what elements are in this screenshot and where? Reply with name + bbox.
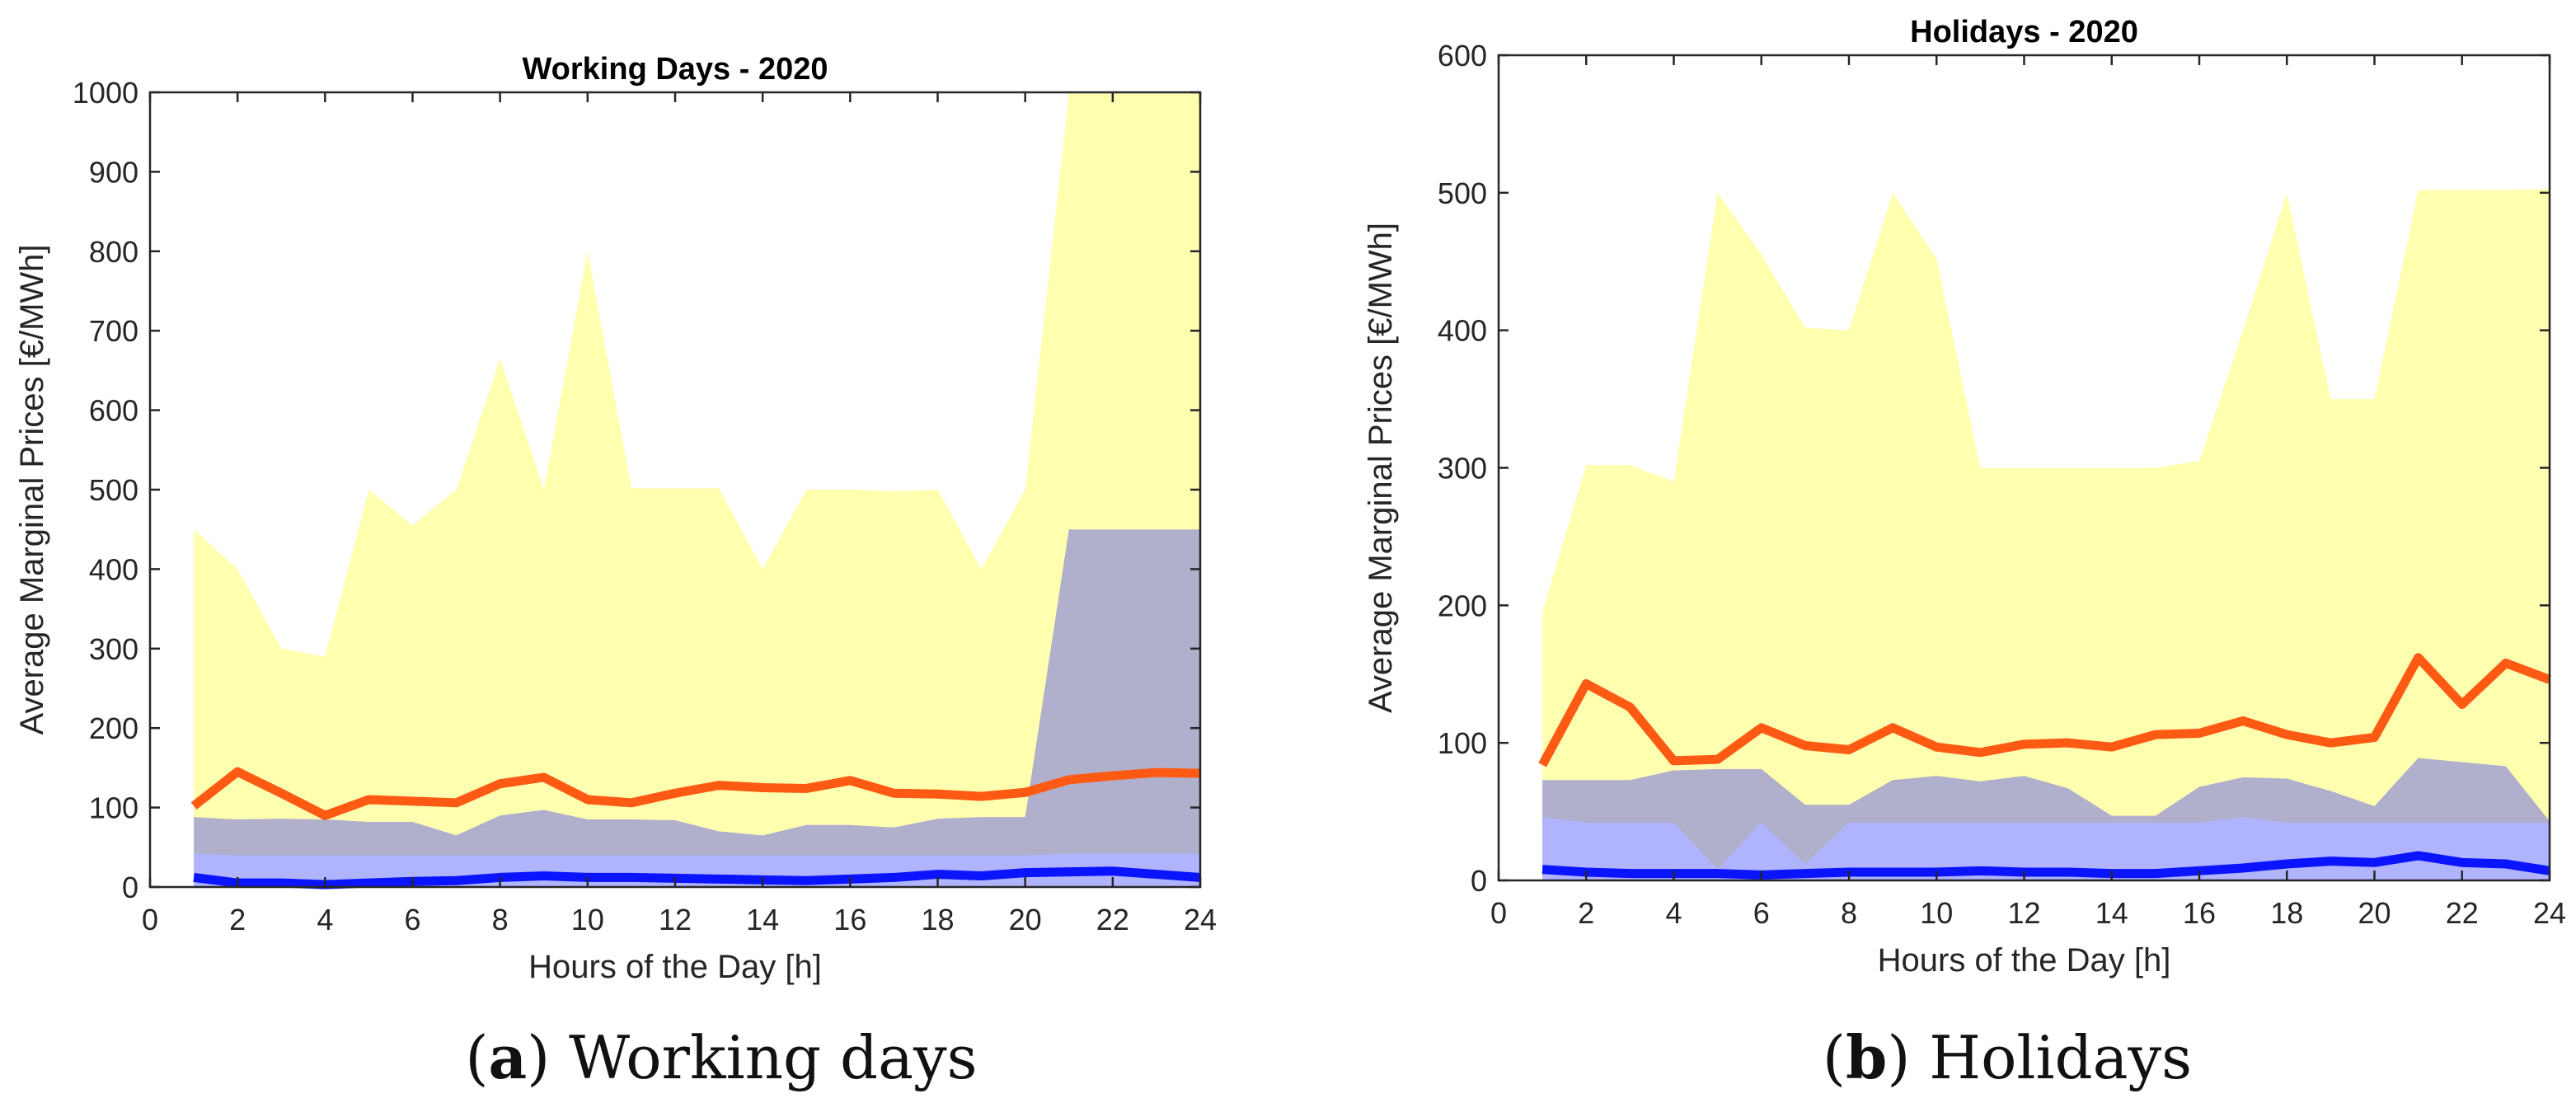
chart-1: 0 2 4 6 8 10 12 14 16 18 20 22 240100200300400500600… (14, 52, 1217, 985)
x-axis-label: Hours of the Day [h] (528, 949, 822, 985)
series-minimum (1541, 851, 2550, 880)
x-tick-label: 12 (659, 903, 692, 936)
x-tick-label: 0 (1490, 896, 1507, 930)
x-tick-label: 22 (2446, 896, 2479, 930)
x-tick-label: 18 (2270, 896, 2303, 930)
y-axis-label: Average Marginal Prices [€/MWh] (1363, 223, 1399, 713)
y-axis-label: Average Marginal Prices [€/MWh] (14, 244, 50, 734)
y-tick-label: 200 (1438, 589, 1487, 622)
x-tick-label: 0 (142, 903, 158, 936)
x-tick-label: 18 (921, 903, 954, 936)
band-max-range (1542, 188, 2550, 880)
series-minimum (193, 866, 1201, 889)
y-tick-label: 900 (89, 155, 138, 189)
x-tick-label: 8 (1841, 896, 1857, 930)
y-tick-label: 300 (89, 632, 138, 666)
y-tick-label: 1000 (73, 76, 138, 110)
x-tick-label: 6 (1753, 896, 1770, 930)
x-tick-label: 4 (1665, 896, 1682, 930)
x-tick-label: 16 (2183, 896, 2216, 930)
x-tick-label: 16 (833, 903, 866, 936)
x-tick-label: 4 (317, 903, 333, 936)
y-tick-label: 600 (89, 394, 138, 428)
x-tick-label: 2 (1578, 896, 1594, 930)
y-tick-label: 100 (89, 791, 138, 825)
y-tick-label: 500 (1438, 176, 1487, 210)
band-upper-percentile-range (194, 529, 1200, 887)
x-tick-label: 10 (1920, 896, 1953, 930)
x-tick-label: 24 (2533, 896, 2566, 930)
caption-a-text: Working days (550, 1023, 978, 1092)
caption-a-letter: a (488, 1022, 528, 1092)
x-tick-label: 14 (2095, 896, 2128, 930)
x-tick-label: 20 (2358, 896, 2391, 930)
x-tick-label: 12 (2007, 896, 2040, 930)
y-tick-label: 0 (1471, 864, 1487, 898)
y-tick-label: 400 (89, 552, 138, 586)
y-tick-label: 100 (1438, 726, 1487, 760)
chart-title: Working Days - 2020 (522, 52, 828, 87)
y-tick-label: 0 (122, 871, 138, 904)
y-tick-label: 600 (1438, 39, 1487, 73)
x-tick-label: 8 (492, 903, 509, 936)
caption-a: (a) Working days (465, 1022, 978, 1092)
y-tick-label: 200 (89, 711, 138, 745)
y-tick-label: 700 (89, 314, 138, 348)
x-tick-label: 20 (1009, 903, 1042, 936)
caption-b-text: Holidays (1910, 1023, 2193, 1092)
x-tick-label: 24 (1184, 903, 1217, 936)
x-axis-label: Hours of the Day [h] (1878, 942, 2171, 979)
chart-title: Holidays - 2020 (1910, 15, 2138, 49)
y-tick-label: 400 (1438, 314, 1487, 348)
caption-b: (b) Holidays (1822, 1022, 2193, 1092)
band-max-range (194, 92, 1200, 887)
x-tick-label: 2 (229, 903, 246, 936)
x-tick-label: 22 (1096, 903, 1129, 936)
x-tick-label: 6 (404, 903, 420, 936)
y-tick-label: 800 (89, 235, 138, 269)
series-average (1538, 653, 2551, 767)
caption-b-letter: b (1845, 1022, 1888, 1092)
series-average (190, 767, 1201, 820)
y-tick-label: 300 (1438, 452, 1487, 486)
y-tick-label: 500 (89, 473, 138, 507)
chart-2: 0 2 4 6 8 10 12 14 16 18 20 22 240100200300400500600… (1363, 15, 2566, 979)
x-tick-label: 14 (746, 903, 779, 936)
x-tick-label: 10 (571, 903, 604, 936)
